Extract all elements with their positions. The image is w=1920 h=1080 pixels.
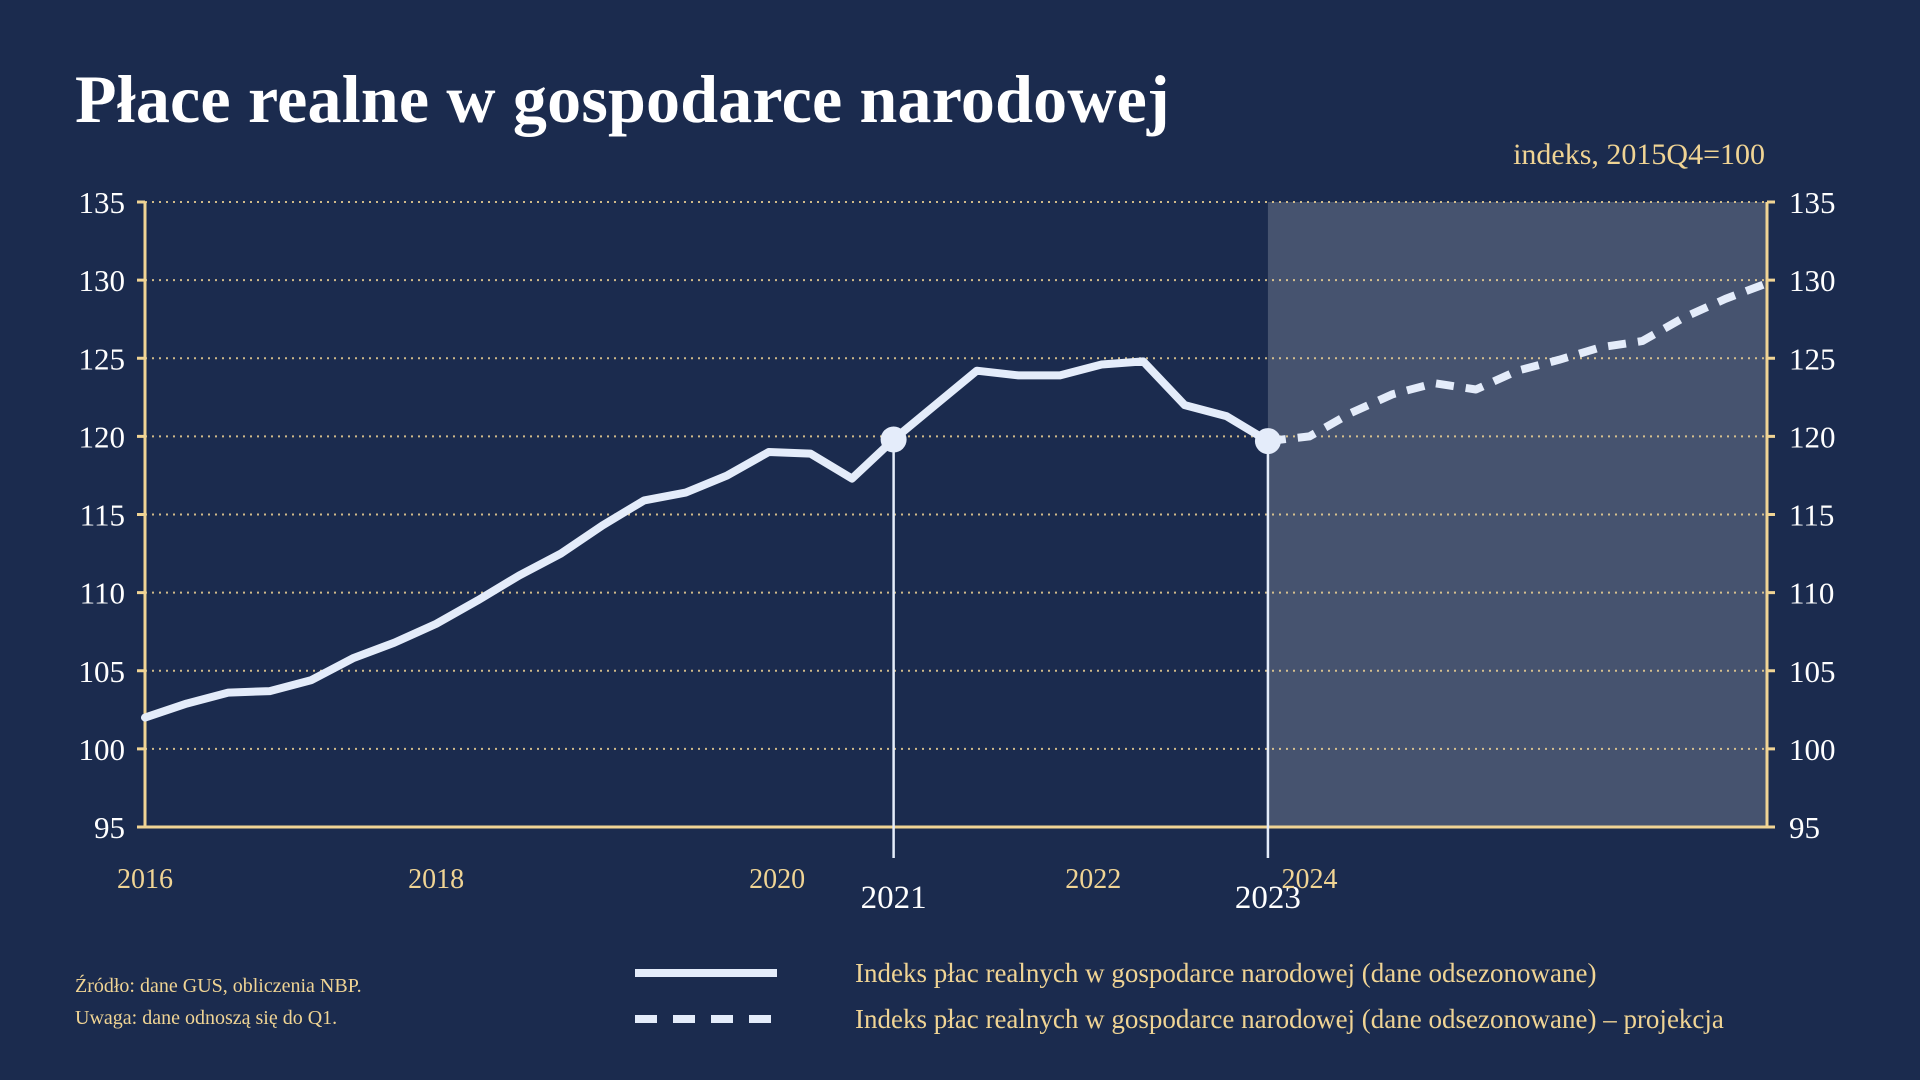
legend-swatch-solid (635, 969, 777, 977)
y-tick-label-right: 135 (1789, 185, 1836, 220)
y-tick-label-left: 95 (94, 810, 125, 845)
y-tick-label-right: 95 (1789, 810, 1820, 845)
y-tick-label-left: 130 (79, 263, 126, 298)
x-tick-label: 2023 (1235, 880, 1301, 916)
legend-item-projection: Indeks płac realnych w gospodarce narodo… (635, 996, 1724, 1042)
tick-labels: 95 95 100 100 105 105 110 110 115 115 120 120 125 125… (79, 185, 1836, 916)
series-line-actual (141, 357, 1272, 722)
data-point-marker (880, 426, 907, 453)
legend-label-projection: Indeks płac realnych w gospodarce narodo… (855, 1003, 1724, 1034)
x-tick-label: 2021 (861, 880, 927, 916)
legend-item-actual: Indeks płac realnych w gospodarce narodo… (635, 950, 1724, 996)
source-note: Źródło: dane GUS, obliczenia NBP. (75, 975, 362, 997)
axes (137, 200, 1775, 829)
y-tick-label-right: 125 (1789, 341, 1836, 376)
y-tick-label-left: 120 (79, 419, 126, 454)
y-tick-label-right: 110 (1789, 576, 1834, 611)
y-tick-label-left: 100 (79, 732, 126, 767)
y-tick-label-right: 105 (1789, 654, 1836, 689)
y-tick-label-left: 115 (80, 498, 125, 533)
y-tick-label-right: 120 (1789, 419, 1836, 454)
grid-lines (145, 201, 1767, 750)
y-tick-label-right: 115 (1789, 498, 1834, 533)
data-point-marker (1254, 428, 1281, 455)
x-tick-label: 2016 (117, 864, 173, 895)
y-tick-label-right: 130 (1789, 263, 1836, 298)
x-tick-label: 2022 (1065, 864, 1121, 895)
data-note: Uwaga: dane odnoszą się do Q1. (75, 1007, 338, 1029)
marker-group (880, 426, 1281, 455)
reference-lines (892, 439, 1270, 858)
x-tick-label: 2018 (408, 864, 464, 895)
series-group (141, 279, 1769, 722)
y-tick-label-left: 105 (79, 654, 126, 689)
unit-note: indeks, 2015Q4=100 (1513, 138, 1765, 171)
footnotes: Źródło: dane GUS, obliczenia NBP. Uwaga:… (75, 970, 362, 1034)
y-tick-label-left: 125 (79, 341, 126, 376)
legend-label-actual: Indeks płac realnych w gospodarce narodo… (855, 957, 1597, 988)
y-tick-label-left: 135 (79, 185, 126, 220)
y-tick-label-right: 100 (1789, 732, 1836, 767)
legend: Indeks płac realnych w gospodarce narodo… (635, 950, 1724, 1042)
chart-title: Płace realne w gospodarce narodowej (75, 61, 1170, 137)
x-tick-label: 2020 (749, 864, 805, 895)
x-tick-label: 2024 (1282, 864, 1338, 895)
y-tick-label-left: 110 (80, 576, 125, 611)
legend-swatch-dashed (635, 1015, 777, 1023)
